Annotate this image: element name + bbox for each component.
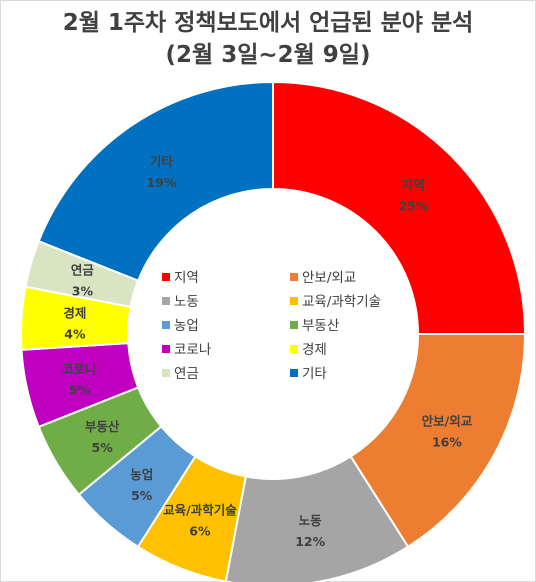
donut-slice-1	[349, 333, 527, 549]
legend-item-7: 경제	[290, 342, 327, 358]
legend-item-4: 농업	[162, 318, 199, 334]
slice-2-label: 노동	[299, 513, 323, 528]
legend-item-5: 부동산	[290, 318, 339, 334]
slice-7-value-label: 4%	[64, 327, 86, 342]
slice-5-label: 부동산	[85, 419, 120, 434]
legend-swatch-4	[162, 321, 170, 329]
slice-4-label: 농업	[130, 467, 153, 482]
legend-swatch-8	[162, 369, 170, 377]
legend-item-9: 기타	[290, 366, 327, 382]
slice-9-label: 기타	[150, 154, 174, 169]
legend-label-6: 코로나	[174, 342, 211, 358]
legend-swatch-6	[162, 345, 170, 353]
legend-label-7: 경제	[302, 342, 327, 358]
slice-8-value-label: 3%	[72, 284, 94, 299]
legend-swatch-1	[290, 273, 298, 281]
slice-0-value-label: 25%	[398, 199, 428, 214]
legend-swatch-5	[290, 321, 298, 329]
slice-2-value-label: 12%	[295, 534, 325, 549]
legend-swatch-9	[290, 369, 298, 377]
legend-label-5: 부동산	[302, 318, 339, 334]
legend-item-2: 노동	[162, 294, 199, 310]
legend-label-4: 농업	[174, 318, 199, 334]
legend-label-3: 교육/과학기술	[302, 294, 381, 310]
legend-label-1: 안보/외교	[302, 270, 356, 286]
slice-3-value-label: 6%	[189, 524, 211, 539]
chart-subtitle: (2월 3일~2월 9일)	[165, 42, 371, 68]
donut-slice-9	[37, 80, 274, 282]
chart-title: 2월 1주차 정책보도에서 언급된 분야 분석	[62, 10, 474, 36]
legend-item-1: 안보/외교	[290, 270, 356, 286]
legend-label-8: 연금	[174, 366, 199, 382]
slice-3-label: 교육/과학기술	[163, 503, 237, 518]
legend-label-0: 지역	[174, 270, 199, 286]
donut-slice-0	[272, 80, 527, 335]
slice-4-value-label: 5%	[131, 488, 153, 503]
legend-swatch-2	[162, 297, 170, 305]
slice-6-label: 코로나	[62, 361, 97, 376]
slice-8-label: 연금	[71, 263, 95, 278]
slice-5-value-label: 5%	[92, 440, 114, 455]
legend-item-6: 코로나	[162, 342, 211, 358]
slice-1-value-label: 16%	[432, 435, 462, 450]
slice-9-value-label: 19%	[146, 175, 176, 190]
legend-swatch-3	[290, 297, 298, 305]
legend-swatch-0	[162, 273, 170, 281]
slice-0-label: 지역	[402, 178, 425, 193]
legend-label-9: 기타	[302, 366, 327, 382]
legend-item-3: 교육/과학기술	[290, 294, 381, 310]
legend-swatch-7	[290, 345, 298, 353]
legend-item-8: 연금	[162, 366, 199, 382]
slice-6-value-label: 5%	[69, 382, 91, 397]
legend-item-0: 지역	[162, 270, 199, 286]
slice-1-label: 안보/외교	[422, 414, 473, 429]
legend-label-2: 노동	[174, 294, 199, 310]
slice-7-label: 경제	[63, 306, 86, 321]
